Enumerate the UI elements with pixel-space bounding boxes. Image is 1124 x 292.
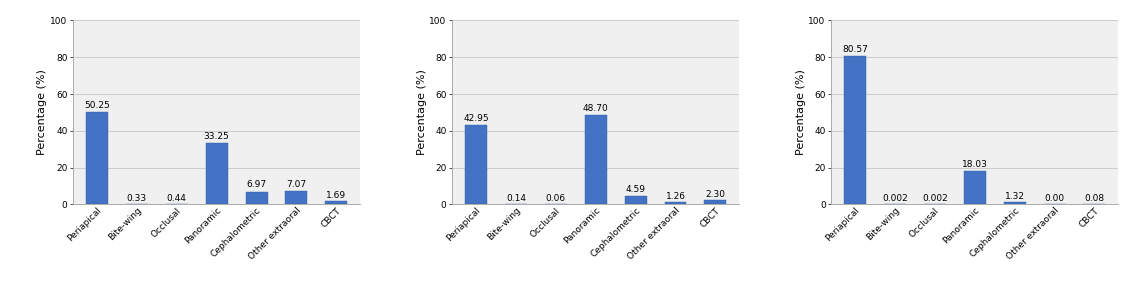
Bar xyxy=(664,202,687,204)
Text: 48.70: 48.70 xyxy=(583,104,608,113)
Bar xyxy=(1004,202,1025,204)
Bar xyxy=(844,56,867,204)
Bar xyxy=(87,112,108,204)
Bar xyxy=(206,143,228,204)
Text: 1.69: 1.69 xyxy=(326,191,346,200)
Text: 7.07: 7.07 xyxy=(287,180,307,189)
Text: 0.002: 0.002 xyxy=(882,194,908,204)
Text: 6.97: 6.97 xyxy=(246,180,266,190)
Bar xyxy=(584,115,607,204)
Y-axis label: Percentage (%): Percentage (%) xyxy=(796,69,806,155)
Text: 80.57: 80.57 xyxy=(842,45,868,54)
Y-axis label: Percentage (%): Percentage (%) xyxy=(37,69,47,155)
Text: 2.30: 2.30 xyxy=(706,190,725,199)
Bar xyxy=(963,171,986,204)
Text: 18.03: 18.03 xyxy=(962,160,988,169)
Text: 0.002: 0.002 xyxy=(922,194,948,204)
Text: 4.59: 4.59 xyxy=(626,185,645,194)
Bar xyxy=(465,125,487,204)
Bar xyxy=(325,201,347,204)
Text: 0.14: 0.14 xyxy=(506,194,526,203)
Text: 42.95: 42.95 xyxy=(463,114,489,123)
Text: 0.44: 0.44 xyxy=(166,194,187,203)
Text: 0.00: 0.00 xyxy=(1044,194,1064,204)
Bar xyxy=(245,192,268,204)
Text: 0.06: 0.06 xyxy=(546,194,565,203)
Bar xyxy=(705,200,726,204)
Text: 0.08: 0.08 xyxy=(1085,194,1105,203)
Text: 33.25: 33.25 xyxy=(203,132,229,141)
Text: 0.33: 0.33 xyxy=(127,194,147,203)
Text: 1.26: 1.26 xyxy=(665,192,686,201)
Text: 50.25: 50.25 xyxy=(84,101,110,110)
Y-axis label: Percentage (%): Percentage (%) xyxy=(417,69,426,155)
Bar xyxy=(625,196,646,204)
Text: 1.32: 1.32 xyxy=(1005,192,1025,201)
Bar xyxy=(285,191,307,204)
